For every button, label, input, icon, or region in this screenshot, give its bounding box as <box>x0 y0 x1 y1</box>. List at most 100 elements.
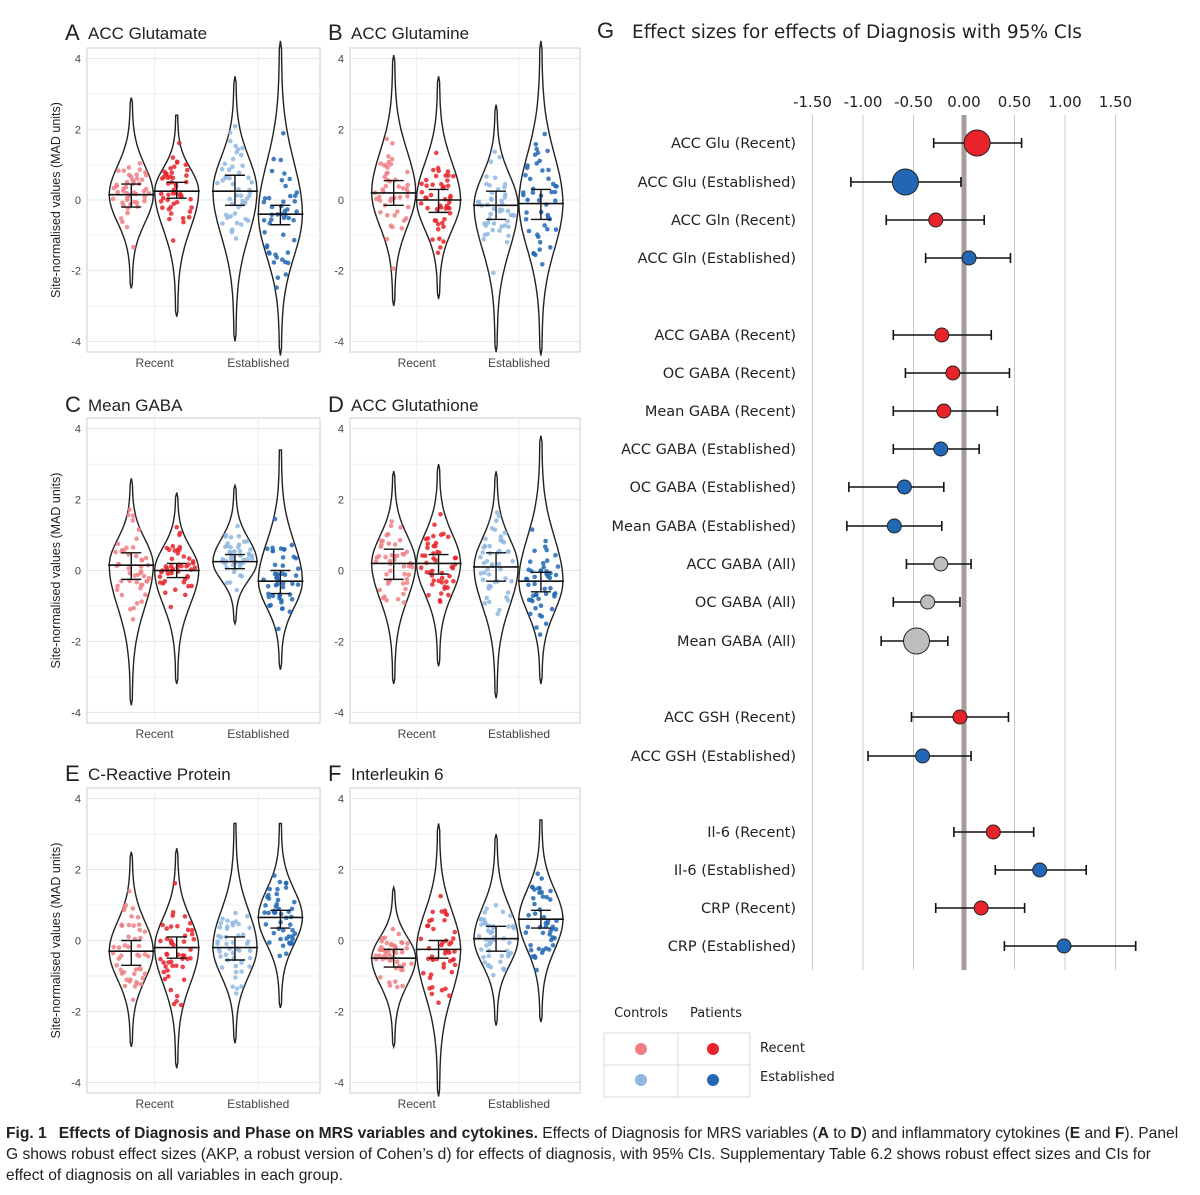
caption-text-4: and <box>1080 1125 1115 1142</box>
data-point <box>144 579 149 584</box>
data-point <box>435 222 441 227</box>
data-point <box>384 598 389 603</box>
data-point <box>484 558 490 564</box>
data-point <box>172 164 177 169</box>
effect-point <box>963 129 991 157</box>
data-point <box>387 958 393 963</box>
data-point <box>143 170 148 175</box>
row-label: CRP (Recent) <box>701 901 796 917</box>
data-point <box>421 970 426 976</box>
data-point <box>396 931 402 937</box>
data-point <box>178 1002 184 1008</box>
data-point <box>121 188 126 194</box>
data-point <box>427 975 433 981</box>
data-point <box>279 606 285 611</box>
data-point <box>158 199 164 204</box>
data-point <box>233 910 238 916</box>
data-point <box>115 583 120 589</box>
data-point <box>130 513 136 519</box>
data-point <box>165 571 171 576</box>
data-point <box>218 934 224 940</box>
data-point <box>524 576 529 582</box>
data-point <box>431 543 437 549</box>
data-point <box>272 873 277 878</box>
data-point <box>445 183 451 189</box>
y-tick-label: -2 <box>334 636 344 648</box>
data-point <box>482 960 488 965</box>
data-point <box>505 549 511 554</box>
data-point <box>403 586 408 592</box>
data-point <box>481 237 487 242</box>
data-point <box>523 930 529 935</box>
data-point <box>243 200 248 206</box>
data-point <box>245 914 250 919</box>
data-point <box>270 593 276 599</box>
effect-point <box>973 900 989 916</box>
data-point <box>168 563 174 569</box>
data-point <box>272 562 278 568</box>
data-point <box>240 145 245 151</box>
data-point <box>188 956 193 961</box>
data-point <box>184 173 189 178</box>
data-point <box>442 908 448 913</box>
data-point <box>406 204 411 210</box>
data-point <box>218 920 224 926</box>
data-point <box>126 922 132 928</box>
y-tick-label: 4 <box>75 424 81 436</box>
data-point <box>284 936 289 941</box>
data-point <box>548 888 553 894</box>
data-point <box>234 220 240 226</box>
data-point <box>289 906 295 912</box>
data-point <box>280 571 285 576</box>
data-point <box>543 621 549 627</box>
data-point <box>263 922 269 927</box>
data-point <box>476 199 481 205</box>
data-point <box>451 579 456 584</box>
x-tick-label: 1.50 <box>1099 93 1132 111</box>
effect-point <box>933 556 949 572</box>
data-point <box>524 210 529 215</box>
data-point <box>427 918 432 924</box>
legend-row-label: Established <box>760 1070 835 1085</box>
data-point <box>157 574 163 579</box>
caption-bold-title: Effects of Diagnosis and Phase on MRS va… <box>58 1125 538 1142</box>
data-point <box>496 513 502 519</box>
data-point <box>224 580 230 586</box>
data-point <box>115 189 120 195</box>
data-point <box>439 580 445 585</box>
data-point <box>384 136 390 142</box>
data-point <box>230 181 236 187</box>
data-point <box>170 155 176 160</box>
data-point <box>481 917 487 923</box>
data-point <box>113 549 118 555</box>
data-point <box>541 560 546 566</box>
data-point <box>401 600 407 605</box>
data-point <box>542 223 547 228</box>
data-point <box>424 195 429 201</box>
y-tick-label: 4 <box>75 794 81 806</box>
data-point <box>379 945 384 950</box>
data-point <box>292 199 298 204</box>
legend-column-label: Controls <box>614 1006 668 1021</box>
data-point <box>262 910 267 915</box>
data-point <box>239 202 245 207</box>
data-point <box>218 954 223 959</box>
panel-letter: B <box>328 20 343 45</box>
data-point <box>441 224 446 229</box>
data-point <box>391 266 396 271</box>
data-point <box>447 958 453 964</box>
data-point <box>545 148 550 154</box>
data-point <box>121 168 127 173</box>
data-point <box>125 512 131 518</box>
data-point <box>136 527 142 533</box>
data-point <box>452 949 457 954</box>
data-point <box>533 606 538 611</box>
data-point <box>230 922 236 928</box>
data-point <box>271 156 277 162</box>
data-point <box>130 997 136 1002</box>
data-point <box>502 530 508 535</box>
effect-point <box>934 327 950 343</box>
data-point <box>432 522 437 527</box>
data-point <box>500 909 506 915</box>
row-label: Il-6 (Recent) <box>707 825 796 841</box>
